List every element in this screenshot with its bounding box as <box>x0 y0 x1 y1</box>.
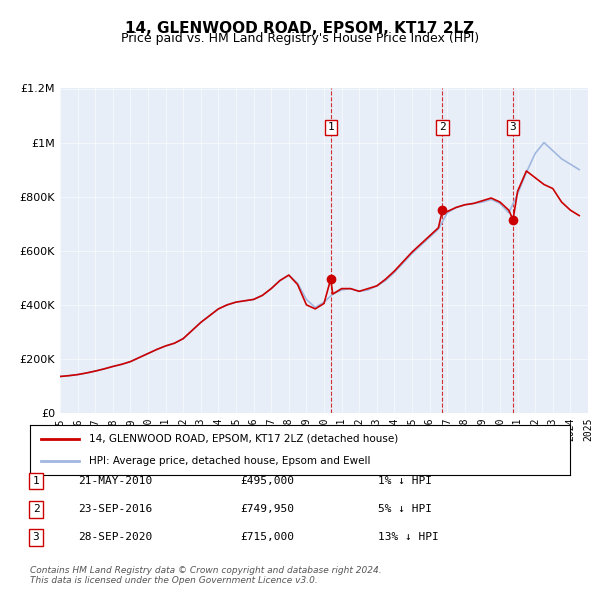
Text: 28-SEP-2020: 28-SEP-2020 <box>78 533 152 542</box>
Text: 1: 1 <box>32 476 40 486</box>
Text: Price paid vs. HM Land Registry's House Price Index (HPI): Price paid vs. HM Land Registry's House … <box>121 32 479 45</box>
Text: 1% ↓ HPI: 1% ↓ HPI <box>378 476 432 486</box>
Text: 3: 3 <box>32 533 40 542</box>
Text: £749,950: £749,950 <box>240 504 294 514</box>
Text: 14, GLENWOOD ROAD, EPSOM, KT17 2LZ: 14, GLENWOOD ROAD, EPSOM, KT17 2LZ <box>125 21 475 35</box>
Text: 3: 3 <box>509 123 517 132</box>
Text: £715,000: £715,000 <box>240 533 294 542</box>
Text: 21-MAY-2010: 21-MAY-2010 <box>78 476 152 486</box>
Text: £495,000: £495,000 <box>240 476 294 486</box>
Text: 2: 2 <box>439 123 446 132</box>
Text: 2: 2 <box>32 504 40 514</box>
Text: Contains HM Land Registry data © Crown copyright and database right 2024.
This d: Contains HM Land Registry data © Crown c… <box>30 566 382 585</box>
Text: 13% ↓ HPI: 13% ↓ HPI <box>378 533 439 542</box>
Text: HPI: Average price, detached house, Epsom and Ewell: HPI: Average price, detached house, Epso… <box>89 456 371 466</box>
Text: 5% ↓ HPI: 5% ↓ HPI <box>378 504 432 514</box>
Text: 23-SEP-2016: 23-SEP-2016 <box>78 504 152 514</box>
Text: 1: 1 <box>328 123 334 132</box>
Text: 14, GLENWOOD ROAD, EPSOM, KT17 2LZ (detached house): 14, GLENWOOD ROAD, EPSOM, KT17 2LZ (deta… <box>89 434 398 444</box>
